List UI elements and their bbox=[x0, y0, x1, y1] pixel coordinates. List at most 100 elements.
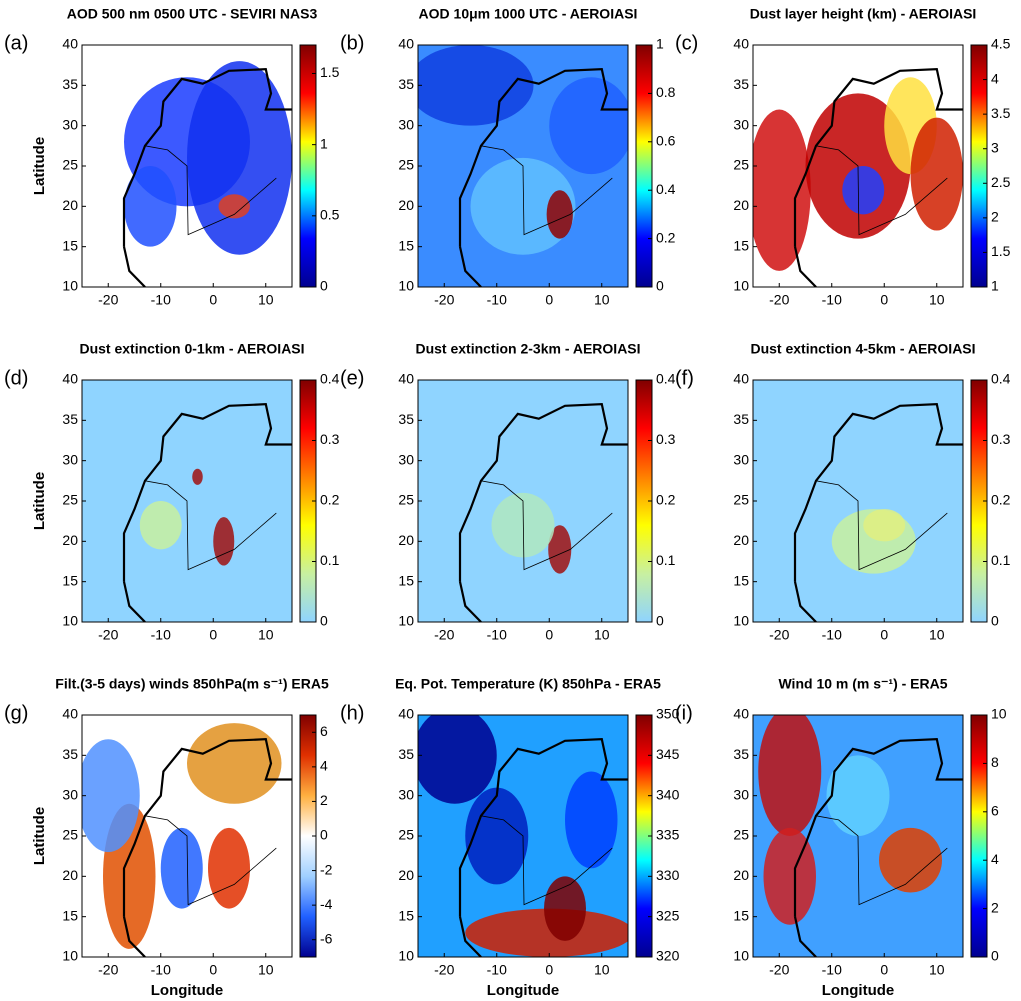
coastline bbox=[458, 581, 482, 622]
y-tick-label: 35 bbox=[62, 76, 78, 92]
x-tick-label: -10 bbox=[822, 627, 842, 643]
colorbar-tick-label: 0 bbox=[320, 827, 328, 843]
field-patch bbox=[546, 190, 573, 239]
borders bbox=[480, 145, 613, 236]
map-panel: Dust layer height (km) - AEROIASI (c) -20 -… bbox=[675, 6, 1011, 308]
x-tick-label: -20 bbox=[98, 627, 118, 643]
y-tick-label: 20 bbox=[733, 867, 749, 883]
y-tick-label: 40 bbox=[398, 36, 414, 52]
x-tick-label: 10 bbox=[258, 627, 274, 643]
x-tick-label: -20 bbox=[98, 292, 118, 308]
map-panel: Filt.(3-5 days) winds 850hPa(m s⁻¹) ERA5… bbox=[4, 676, 333, 999]
colorbar-tick-label: 4 bbox=[991, 851, 999, 867]
y-tick-label: 25 bbox=[398, 492, 414, 508]
x-tick-label: 10 bbox=[594, 292, 610, 308]
colorbar bbox=[299, 44, 317, 288]
field-patch bbox=[192, 468, 203, 485]
coastline bbox=[122, 581, 146, 622]
x-tick-label: -10 bbox=[151, 292, 171, 308]
colorbar-tick-label: 2 bbox=[320, 792, 328, 808]
field-patch bbox=[218, 194, 250, 219]
coastline bbox=[122, 738, 292, 917]
y-tick-label: 40 bbox=[733, 36, 749, 52]
field-patch bbox=[565, 771, 618, 869]
y-tick-label: 25 bbox=[398, 827, 414, 843]
field-patch bbox=[160, 827, 203, 909]
colorbar-tick-label: 0.1 bbox=[320, 552, 340, 568]
x-tick-label: -10 bbox=[487, 627, 507, 643]
x-tick-label: -20 bbox=[769, 627, 789, 643]
x-tick-label: -10 bbox=[151, 627, 171, 643]
y-tick-label: 30 bbox=[733, 116, 749, 132]
field-patch bbox=[418, 45, 534, 126]
colorbar-tick-label: 0 bbox=[320, 613, 328, 629]
y-tick-label: 20 bbox=[398, 867, 414, 883]
panel-label: (h) bbox=[340, 702, 364, 724]
colorbar-tick-label: 330 bbox=[656, 867, 680, 883]
y-tick-label: 25 bbox=[733, 492, 749, 508]
y-tick-label: 15 bbox=[62, 907, 78, 923]
x-tick-label: 0 bbox=[545, 292, 553, 308]
colorbar-tick-label: 10 bbox=[991, 706, 1007, 722]
coastline bbox=[458, 246, 482, 287]
y-tick-label: 35 bbox=[733, 411, 749, 427]
x-axis-label: Longitude bbox=[822, 982, 894, 999]
x-tick-label: 0 bbox=[209, 292, 217, 308]
map-field bbox=[82, 45, 292, 287]
y-tick-label: 15 bbox=[398, 907, 414, 923]
field-patch bbox=[418, 715, 497, 804]
coastline bbox=[458, 68, 628, 247]
map-field bbox=[82, 380, 292, 622]
x-tick-label: 0 bbox=[880, 627, 888, 643]
map-field bbox=[418, 45, 628, 287]
y-tick-label: 30 bbox=[62, 786, 78, 802]
colorbar bbox=[970, 714, 988, 958]
y-tick-label: 10 bbox=[733, 278, 749, 294]
panel-label: (g) bbox=[4, 702, 28, 724]
colorbar-tick-label: 2.5 bbox=[991, 174, 1011, 190]
x-tick-label: -20 bbox=[769, 962, 789, 978]
coastline bbox=[793, 246, 817, 287]
y-tick-label: 20 bbox=[398, 197, 414, 213]
colorbar-tick-label: 0.3 bbox=[656, 431, 676, 447]
colorbar-tick-label: 0 bbox=[320, 278, 328, 294]
field-patch bbox=[124, 166, 177, 247]
x-tick-label: 10 bbox=[594, 627, 610, 643]
map-field bbox=[753, 45, 963, 287]
borders bbox=[144, 480, 277, 571]
field-patch bbox=[187, 61, 292, 255]
x-tick-label: 0 bbox=[209, 627, 217, 643]
borders bbox=[480, 480, 613, 571]
y-tick-label: 10 bbox=[62, 613, 78, 629]
field-patch bbox=[549, 77, 628, 175]
coastline bbox=[122, 916, 146, 957]
panel-title: Dust extinction 0-1km - AEROIASI bbox=[79, 341, 304, 357]
y-tick-label: 35 bbox=[398, 76, 414, 92]
colorbar-tick-label: 0.4 bbox=[320, 371, 340, 387]
borders bbox=[144, 815, 277, 906]
colorbar-tick-label: 0.3 bbox=[320, 431, 340, 447]
colorbar-tick-label: 0 bbox=[656, 278, 664, 294]
x-tick-label: -20 bbox=[434, 292, 454, 308]
field-patch bbox=[863, 509, 906, 542]
y-tick-label: 10 bbox=[733, 613, 749, 629]
x-tick-label: 10 bbox=[258, 292, 274, 308]
x-tick-label: 10 bbox=[594, 962, 610, 978]
x-tick-label: -10 bbox=[822, 962, 842, 978]
coastline bbox=[793, 916, 817, 957]
colorbar-tick-label: 0.4 bbox=[991, 371, 1011, 387]
borders bbox=[815, 815, 948, 906]
field-patch bbox=[763, 827, 816, 925]
map-field bbox=[418, 380, 628, 622]
x-tick-label: 10 bbox=[929, 627, 945, 643]
colorbar-tick-label: 335 bbox=[656, 827, 680, 843]
x-tick-label: -20 bbox=[434, 627, 454, 643]
panel-title: AOD 10μm 1000 UTC - AEROIASI bbox=[419, 6, 638, 22]
x-tick-label: -20 bbox=[434, 962, 454, 978]
coastline bbox=[458, 403, 628, 582]
y-tick-label: 15 bbox=[733, 907, 749, 923]
y-tick-label: 25 bbox=[733, 157, 749, 173]
colorbar bbox=[970, 44, 988, 288]
field-patch bbox=[187, 723, 282, 804]
panel-label: (a) bbox=[4, 32, 28, 54]
